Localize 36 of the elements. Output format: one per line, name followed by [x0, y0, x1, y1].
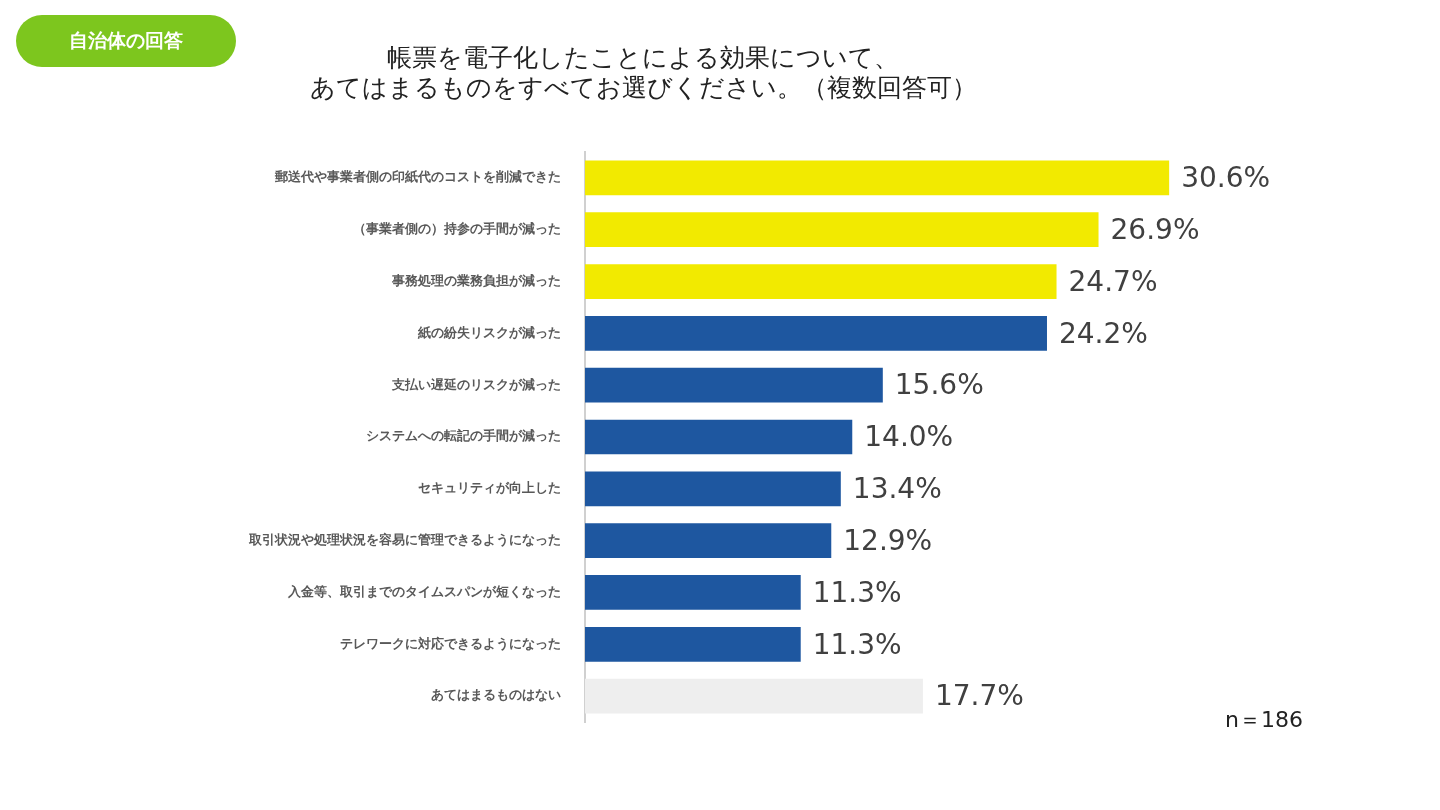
bar [585, 212, 1099, 248]
y-tick-label: 郵送代や事業者側の印紙代のコストを削減できた [274, 169, 561, 185]
data-label: 15.6% [894, 368, 984, 402]
y-tick-label: 取引状況や処理状況を容易に管理できるようになった [248, 532, 561, 548]
bar [585, 264, 1057, 299]
bar [585, 316, 1047, 351]
data-label: 14.0% [864, 420, 954, 454]
y-tick-label: 紙の紛失リスクが減った [417, 324, 561, 340]
bar [585, 160, 1170, 196]
data-label: 24.7% [1068, 264, 1158, 298]
data-label: 26.9% [1110, 213, 1200, 247]
bar [585, 575, 801, 610]
y-tick-label: 事務処理の業務負担が減った [391, 272, 561, 288]
data-label: 11.3% [812, 627, 902, 661]
bar [585, 678, 923, 714]
y-tick-label: テレワークに対応できるようになった [340, 635, 561, 651]
bar [585, 367, 883, 403]
bar [585, 523, 832, 558]
data-label: 24.2% [1058, 316, 1148, 350]
text: 自治体の回答 [16, 15, 236, 67]
bar [585, 626, 801, 662]
y-tick-label: システムへの転記の手間が減った [366, 428, 561, 444]
chart-title: 帳票を電子化したことによる効果について、あてはまるものをすべてお選びください。（複数回答可） [309, 42, 977, 102]
data-label: 12.9% [843, 523, 933, 557]
data-label: 30.6% [1181, 161, 1271, 195]
y-tick-label: あてはまるものはない [431, 687, 561, 703]
text: n＝186 [1225, 706, 1303, 734]
y-tick-label: 入金等、取引までのタイムスパンが短くなった [287, 583, 561, 599]
bar [585, 419, 853, 455]
data-label: 11.3% [812, 575, 902, 609]
data-label: 17.7% [934, 679, 1024, 713]
bar [585, 471, 841, 507]
y-tick-label: （事業者側の）持参の手間が減った [353, 221, 561, 237]
data-label: 13.4% [852, 472, 942, 506]
y-tick-label: 支払い遅延のリスクが減った [391, 376, 561, 392]
y-tick-label: セキュリティが向上した [418, 480, 561, 496]
